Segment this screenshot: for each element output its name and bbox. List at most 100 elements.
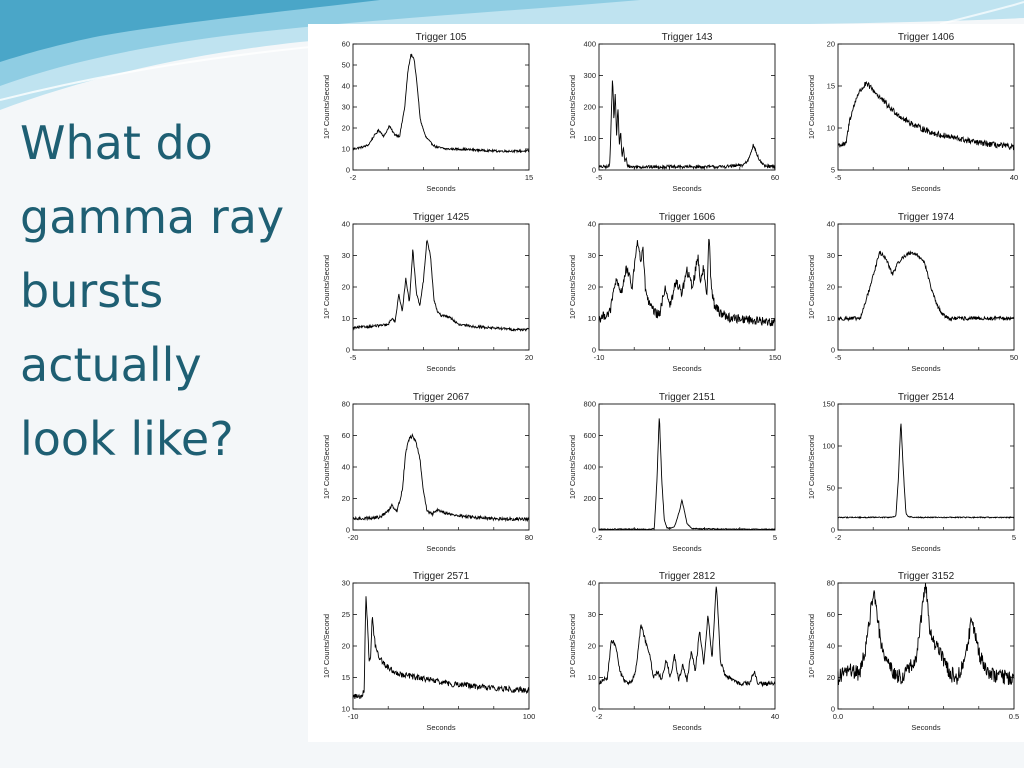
y-tick-label: 20 [588,283,596,292]
chart-title: Trigger 1406 [898,32,955,43]
chart-title: Trigger 2151 [659,392,716,403]
y-tick-label: 30 [588,251,596,260]
x-axis-label: Seconds [426,723,455,732]
chart-title: Trigger 2571 [413,571,470,582]
light-curve-chart: Trigger 2514 0 50 100 150 -2 5 Seconds 10³ Count… [807,392,1016,553]
y-tick-label: 10 [827,124,835,133]
plot-frame [598,582,776,710]
plot-frame [598,223,776,351]
light-curve-series [598,418,776,531]
light-curve-series [352,239,530,332]
light-curve-chart: Trigger 1425 0 10 20 30 40 -5 20 Seconds 10³ Coun… [322,212,533,373]
x-tick-label: -10 [594,353,605,362]
y-tick-label: 40 [827,642,835,651]
y-tick-label: 0 [346,166,350,175]
y-tick-label: 400 [583,40,596,49]
x-tick-label: 20 [525,353,533,362]
light-curve-chart: Trigger 1974 0 10 20 30 40 -5 50 Seconds 10³ Coun… [807,212,1018,373]
y-tick-label: 15 [342,673,350,682]
y-tick-label: 100 [583,134,596,143]
x-tick-label: 150 [769,353,782,362]
y-tick-label: 0 [831,705,835,714]
wave-highlight-line-right [939,1,1024,25]
chart-title: Trigger 1425 [413,212,470,223]
light-curve-series [837,250,1015,322]
y-tick-label: 600 [583,431,596,440]
slide-title-line: bursts [20,264,164,318]
light-curve-series [598,586,776,688]
y-tick-label: 40 [342,82,350,91]
x-axis-label: Seconds [426,364,455,373]
y-tick-label: 0 [592,526,596,535]
y-tick-label: 80 [342,400,350,409]
light-curve-series [352,53,530,154]
y-tick-label: 80 [827,579,835,588]
light-curve-series [837,423,1015,519]
y-axis-label: 10³ Counts/Second [322,75,331,139]
wave-dark-band [0,0,380,62]
y-axis-label: 10³ Counts/Second [568,435,577,499]
x-tick-label: 40 [1010,173,1018,182]
x-axis-label: Seconds [672,364,701,373]
x-axis-label: Seconds [911,364,940,373]
plot-frame [837,403,1015,531]
y-tick-label: 40 [588,220,596,229]
y-tick-label: 10 [588,673,596,682]
y-tick-label: 40 [342,220,350,229]
y-tick-label: 20 [588,642,596,651]
plot-frame [837,223,1015,351]
chart-title: Trigger 105 [416,32,467,43]
light-curve-chart: Trigger 2812 0 10 20 30 40 -2 40 Seconds 10³ Coun… [568,571,779,732]
y-axis-label: 10³ Counts/Second [807,255,816,319]
y-tick-label: 200 [583,103,596,112]
y-tick-label: 25 [342,610,350,619]
x-tick-label: 5 [773,533,777,542]
x-tick-label: -20 [348,533,359,542]
y-tick-label: 10 [342,705,350,714]
x-axis-label: Seconds [672,723,701,732]
y-axis-label: 10³ Counts/Second [322,435,331,499]
slide-title-line: What do [20,116,213,170]
y-tick-label: 0 [592,166,596,175]
y-tick-label: 150 [822,400,835,409]
y-tick-label: 30 [342,103,350,112]
light-curve-chart: Trigger 105 0 10 20 30 40 50 60 -2 15 Seconds 10³ C… [322,32,533,193]
y-tick-label: 200 [583,494,596,503]
y-axis-label: 10³ Counts/Second [322,614,331,678]
plot-frame [837,43,1015,171]
y-tick-label: 0 [346,526,350,535]
y-tick-label: 0 [831,526,835,535]
x-tick-label: 60 [771,173,779,182]
y-tick-label: 10 [342,145,350,154]
y-axis-label: 10³ Counts/Second [807,75,816,139]
y-tick-label: 20 [342,642,350,651]
y-tick-label: 60 [342,431,350,440]
chart-title: Trigger 2067 [413,392,470,403]
y-tick-label: 40 [588,579,596,588]
y-tick-label: 400 [583,463,596,472]
y-tick-label: 20 [342,283,350,292]
x-axis-label: Seconds [426,184,455,193]
light-curve-series [352,596,530,700]
y-tick-label: 20 [827,673,835,682]
y-tick-label: 50 [342,61,350,70]
light-curve-series [352,433,530,523]
slide-title-line: actually [20,338,202,392]
y-axis-label: 10³ Counts/Second [568,255,577,319]
y-axis-label: 10³ Counts/Second [568,614,577,678]
y-tick-label: 10 [827,314,835,323]
x-axis-label: Seconds [911,544,940,553]
y-tick-label: 20 [342,494,350,503]
y-tick-label: 60 [827,610,835,619]
x-tick-label: 40 [771,712,779,721]
chart-title: Trigger 1974 [898,212,955,223]
light-curve-series [598,238,776,327]
x-tick-label: -5 [596,173,603,182]
y-tick-label: 50 [827,484,835,493]
x-tick-label: -5 [835,173,842,182]
light-curve-chart: Trigger 1406 5 10 15 20 -5 40 Seconds 10³ Counts… [807,32,1018,193]
light-curve-figure: Trigger 105 0 10 20 30 40 50 60 -2 15 Seconds 10³ C… [308,24,1024,742]
light-curve-chart: Trigger 3152 0 20 40 60 80 0.0 0.5 Seconds 10³ Co… [807,571,1019,732]
